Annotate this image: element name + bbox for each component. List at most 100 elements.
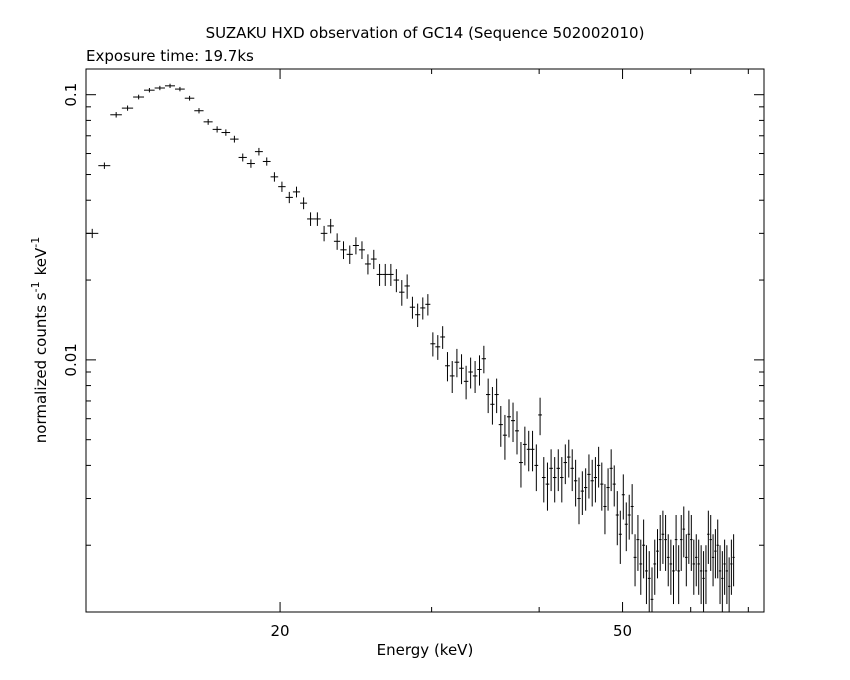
data-point: [603, 484, 607, 535]
data-point: [672, 545, 675, 605]
data-point: [425, 294, 431, 316]
data-point: [313, 212, 321, 226]
data-point: [664, 515, 667, 571]
data-point: [399, 280, 405, 306]
data-point: [522, 426, 527, 466]
data-point: [690, 515, 693, 571]
data-point: [725, 545, 729, 605]
data-point: [714, 529, 717, 579]
data-point: [679, 515, 683, 571]
data-point: [472, 361, 478, 394]
data-point: [498, 405, 503, 447]
data-point: [666, 534, 670, 587]
data-point: [567, 439, 571, 478]
data-point: [364, 254, 371, 275]
data-point: [699, 545, 703, 605]
data-point: [463, 365, 469, 400]
data-point: [593, 457, 598, 503]
data-point: [278, 181, 286, 192]
data-point: [685, 534, 688, 587]
data-point: [549, 449, 553, 492]
data-point: [534, 444, 539, 492]
data-point: [307, 212, 314, 226]
data-point: [518, 442, 523, 488]
data-point: [376, 263, 383, 286]
data-point: [597, 446, 601, 488]
y-tick-label: 0.01: [62, 343, 80, 376]
data-point: [370, 249, 377, 270]
axis-tick-labels: 20 50 0.1 0.01: [62, 83, 632, 640]
x-axis-label: Energy (keV): [377, 641, 474, 659]
data-point: [674, 515, 678, 571]
chart-title: SUZAKU HXD observation of GC14 (Sequence…: [206, 24, 645, 42]
data-point: [650, 567, 654, 612]
y-axis-label-main: normalized counts s: [32, 292, 50, 443]
data-point: [695, 534, 698, 587]
data-point: [728, 557, 731, 612]
data-point: [633, 534, 637, 587]
data-point: [732, 534, 735, 587]
data-point: [502, 414, 507, 460]
data-point: [730, 539, 733, 595]
data-point: [697, 539, 700, 595]
data-point: [570, 449, 574, 492]
data-point: [262, 157, 271, 166]
data-point: [415, 303, 421, 328]
data-point: [677, 545, 680, 605]
data-point: [86, 228, 99, 239]
data-point: [723, 539, 726, 595]
data-point: [618, 510, 622, 564]
data-point: [333, 233, 341, 250]
data-point: [716, 519, 719, 579]
y-axis-label-exp-1: -1: [29, 281, 42, 292]
y-axis-label-unit: keV: [32, 247, 50, 275]
data-point: [254, 147, 263, 156]
data-point: [246, 159, 255, 168]
data-point: [270, 172, 279, 182]
data-point: [393, 269, 400, 293]
data-point: [615, 491, 619, 546]
data-point: [486, 378, 491, 414]
data-point: [612, 465, 616, 507]
data-point: [541, 457, 546, 503]
data-point: [624, 502, 628, 552]
data-point: [230, 135, 239, 143]
data-point: [563, 444, 568, 485]
data-point: [600, 462, 604, 511]
data-point: [352, 237, 359, 255]
data-point: [184, 95, 195, 101]
data-point: [545, 462, 550, 511]
data-point: [133, 94, 145, 100]
data-point: [174, 86, 185, 92]
y-axis-label: normalized counts s-1keV-1: [29, 237, 50, 443]
data-point: [388, 263, 394, 286]
data-point: [164, 83, 175, 88]
data-point: [404, 274, 410, 299]
data-point: [238, 153, 247, 162]
data-point: [718, 545, 722, 605]
data-point: [98, 162, 111, 169]
data-point: [636, 515, 640, 571]
data-point: [590, 459, 594, 507]
data-point: [653, 539, 657, 595]
data-point: [320, 225, 328, 242]
data-point: [358, 241, 365, 260]
x-tick-label: 20: [271, 622, 290, 640]
data-point: [721, 551, 724, 612]
data-point: [552, 457, 557, 503]
data-point: [327, 218, 334, 234]
data-point: [477, 355, 482, 386]
data-point: [580, 471, 584, 516]
data-point: [435, 335, 441, 360]
data-point: [658, 515, 662, 571]
data-point: [110, 112, 122, 118]
data-point: [587, 454, 591, 499]
data-point: [409, 296, 416, 319]
data-point: [382, 263, 389, 286]
data-point: [709, 515, 712, 571]
data-point: [530, 430, 535, 472]
data-point: [687, 510, 691, 564]
data-point: [459, 354, 464, 385]
data-point: [556, 449, 561, 492]
